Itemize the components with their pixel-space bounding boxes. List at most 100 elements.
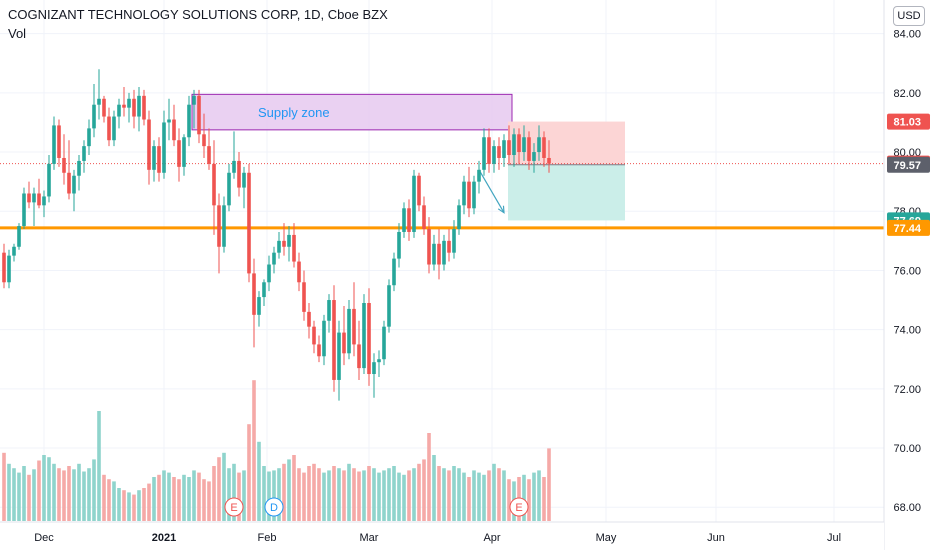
candle-body [447,240,451,253]
candle-body [322,320,326,357]
chart-grid [0,0,884,522]
volume-bar [262,466,266,521]
volume-bar [82,471,86,521]
volume-bar [47,457,51,521]
candle-body [277,240,281,253]
volume-bar [377,472,381,521]
time-tick-label: Apr [483,532,500,544]
candle-body [487,137,491,164]
candle-body [262,282,266,298]
candle-body [437,243,441,265]
volume-bar [547,448,551,521]
candle-body [292,234,296,262]
volume-bar [267,471,271,521]
volume-bar [17,472,21,521]
volume-bar [292,455,296,521]
volume-bar [392,466,396,521]
candle-body [327,300,331,321]
volume-bar [502,470,506,521]
volume-bar [487,470,491,521]
candle-body [152,146,156,170]
volume-bar [142,488,146,521]
candlesticks [2,69,551,401]
volume-bar [27,474,31,521]
candle-body [247,172,251,274]
event-marker-label: E [515,502,522,514]
volume-legend-label[interactable]: Vol [8,26,27,41]
candle-body [307,311,311,327]
time-tick-label: May [596,532,617,544]
candle-body [127,98,131,108]
event-marker-label: E [230,502,237,514]
candle-body [132,98,136,117]
candle-body [47,163,51,197]
candle-body [227,172,231,206]
candle-body [182,137,186,167]
volume-bar [182,474,186,521]
volume-bar [402,474,406,521]
volume-bar [52,463,56,521]
volume-bar [357,471,361,521]
candle-body [242,172,246,188]
volume-bar [527,479,531,521]
volume-bars [2,380,551,521]
candle-body [142,95,146,120]
volume-bar [147,483,151,521]
candle-body [217,205,221,247]
candle-body [417,175,421,206]
volume-bar [112,481,116,521]
candle-body [187,104,191,138]
candle-body [362,302,366,369]
candle-body [177,140,181,167]
price-tick-label: 84.00 [893,29,921,41]
volume-bar [132,494,136,521]
candle-body [482,137,486,170]
volume-bar [97,411,101,521]
price-tick-label: 72.00 [893,384,921,396]
candle-body [432,243,436,265]
volume-bar [92,459,96,521]
volume-bar [477,472,481,521]
volume-bar [102,474,106,521]
volume-bar [492,463,496,521]
candle-body [52,125,56,164]
price-badge [887,219,930,236]
time-tick-label: Jun [707,532,725,544]
volume-bar [352,468,356,521]
candle-body [547,157,551,164]
candle-body [462,181,466,206]
projection-arrow-head [497,205,505,214]
volume-bar [427,433,431,521]
time-axis-bg [0,522,884,550]
volume-bar [497,468,501,521]
candle-body [382,326,386,360]
candle-body [97,98,101,105]
volume-bar [522,474,526,521]
currency-button[interactable]: USD [893,6,925,26]
volume-bar [197,472,201,521]
volume-bar [417,463,421,521]
volume-bar [202,479,206,521]
volume-bar [232,463,236,521]
volume-bar [212,466,216,521]
candle-body [82,146,86,161]
candle-body [442,240,446,265]
candle-body [337,332,341,380]
candle-body [17,226,21,247]
volume-bar [167,472,171,521]
volume-bar [337,468,341,521]
volume-bar [382,470,386,521]
candle-body [202,134,206,147]
candle-body [237,160,241,188]
candle-body [492,146,496,164]
volume-bar [472,470,476,521]
volume-bar [127,492,131,521]
volume-bar [242,470,246,521]
price-tick-label: 76.00 [893,265,921,277]
symbol-title[interactable]: COGNIZANT TECHNOLOGY SOLUTIONS CORP, 1D,… [8,7,388,22]
event-marker-label: D [270,502,278,514]
volume-bar [542,477,546,521]
volume-bar [507,479,511,521]
